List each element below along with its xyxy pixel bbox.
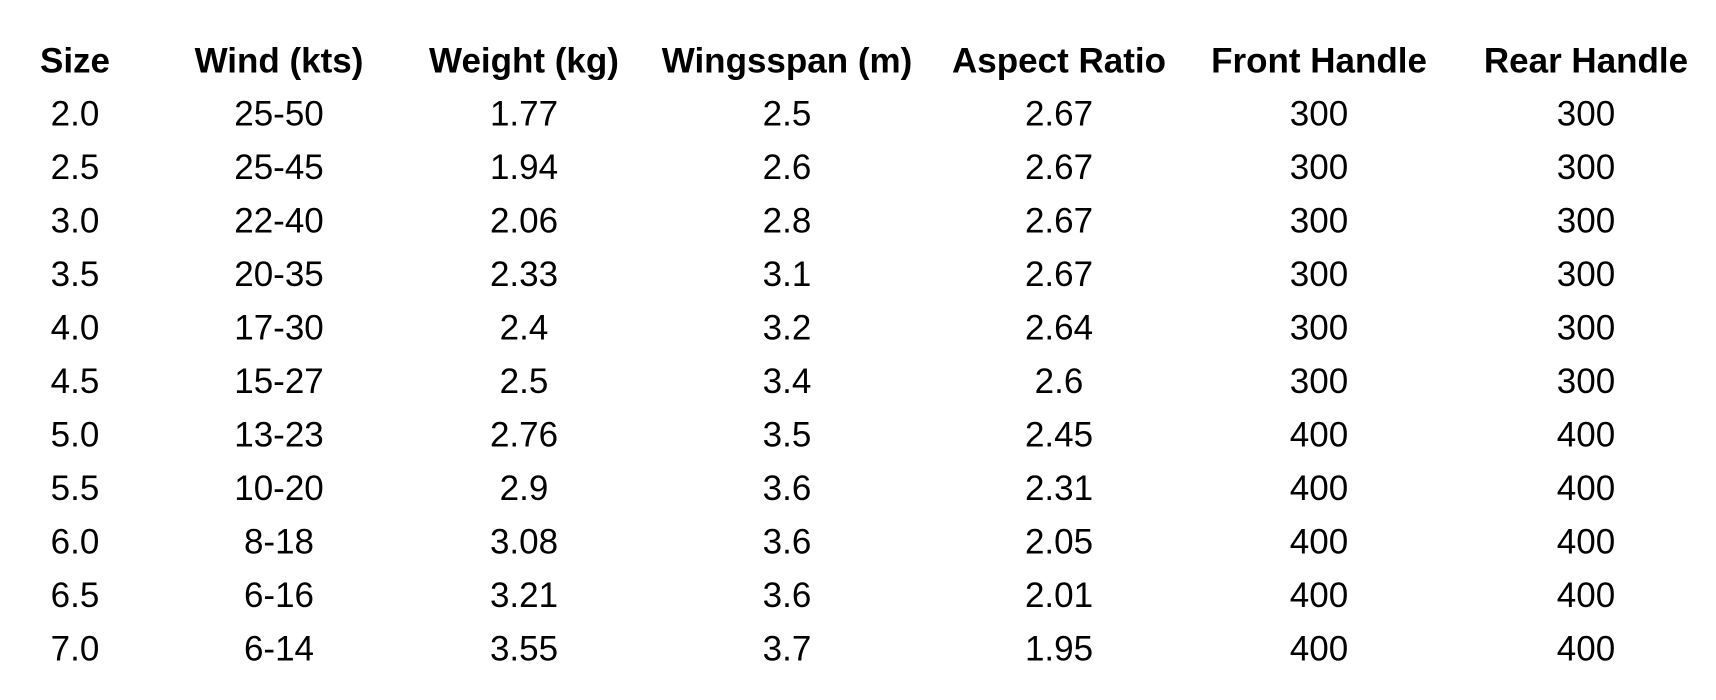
- table-cell: 2.67: [1025, 201, 1093, 240]
- table-cell: 25-45: [234, 148, 324, 187]
- table-cell: 20-35: [234, 255, 324, 294]
- table-cell: 2.6: [1035, 362, 1084, 401]
- table-cell: 3.7: [763, 629, 812, 668]
- table-cell: 2.67: [1025, 255, 1093, 294]
- table-cell: 1.77: [490, 94, 558, 133]
- table-cell: 3.5: [51, 255, 100, 294]
- table-cell: 2.6: [763, 148, 812, 187]
- table-cell: 2.06: [490, 201, 558, 240]
- table-cell: 400: [1290, 415, 1348, 454]
- table-cell: 3.6: [763, 576, 812, 615]
- table-cell: 400: [1290, 469, 1348, 508]
- table-cell: 300: [1290, 362, 1348, 401]
- table-cell: 400: [1290, 522, 1348, 561]
- table-cell: 2.01: [1025, 576, 1093, 615]
- table-cell: 300: [1557, 308, 1615, 347]
- table-cell: 6-16: [244, 576, 314, 615]
- table-cell: 3.5: [763, 415, 812, 454]
- table-cell: 2.45: [1025, 415, 1093, 454]
- table-cell: 300: [1290, 94, 1348, 133]
- table-cell: 300: [1290, 201, 1348, 240]
- column-header: Weight (kg): [429, 41, 619, 80]
- table-cell: 1.94: [490, 148, 558, 187]
- table-cell: 4.0: [51, 308, 100, 347]
- table-cell: 300: [1290, 255, 1348, 294]
- table-cell: 400: [1557, 415, 1615, 454]
- table-cell: 400: [1557, 576, 1615, 615]
- table-cell: 22-40: [234, 201, 324, 240]
- table-cell: 2.64: [1025, 308, 1093, 347]
- table-cell: 300: [1290, 308, 1348, 347]
- table-cell: 3.6: [763, 522, 812, 561]
- column-header: Front Handle: [1211, 41, 1427, 80]
- table-cell: 2.67: [1025, 148, 1093, 187]
- table-cell: 3.08: [490, 522, 558, 561]
- table-cell: 300: [1557, 94, 1615, 133]
- column-header: Rear Handle: [1484, 41, 1688, 80]
- table-cell: 300: [1290, 148, 1348, 187]
- table-cell: 2.0: [51, 94, 100, 133]
- table-cell: 1.95: [1025, 629, 1093, 668]
- table-cell: 2.4: [500, 308, 549, 347]
- table-cell: 300: [1557, 201, 1615, 240]
- table-cell: 15-27: [234, 362, 324, 401]
- table-cell: 400: [1557, 629, 1615, 668]
- table-cell: 300: [1557, 362, 1615, 401]
- table-cell: 13-23: [234, 415, 324, 454]
- table-cell: 6.0: [51, 522, 100, 561]
- table-cell: 3.2: [763, 308, 812, 347]
- table-cell: 17-30: [234, 308, 324, 347]
- table-cell: 2.76: [490, 415, 558, 454]
- table-cell: 2.5: [51, 148, 100, 187]
- table-cell: 300: [1557, 255, 1615, 294]
- table-cell: 2.05: [1025, 522, 1093, 561]
- table-cell: 2.9: [500, 469, 549, 508]
- table-cell: 3.0: [51, 201, 100, 240]
- table-cell: 5.0: [51, 415, 100, 454]
- table-cell: 400: [1290, 629, 1348, 668]
- table-cell: 2.8: [763, 201, 812, 240]
- table-cell: 400: [1557, 522, 1615, 561]
- table-cell: 2.67: [1025, 94, 1093, 133]
- table-cell: 2.5: [500, 362, 549, 401]
- table-cell: 3.21: [490, 576, 558, 615]
- table-cell: 7.0: [51, 629, 100, 668]
- column-header: Size: [40, 41, 110, 80]
- table-cell: 3.4: [763, 362, 812, 401]
- table-cell: 5.5: [51, 469, 100, 508]
- table-cell: 3.1: [763, 255, 812, 294]
- table-cell: 25-50: [234, 94, 324, 133]
- table-cell: 3.6: [763, 469, 812, 508]
- table-cell: 2.5: [763, 94, 812, 133]
- table-cell: 10-20: [234, 469, 324, 508]
- table-cell: 400: [1557, 469, 1615, 508]
- table-cell: 8-18: [244, 522, 314, 561]
- table-cell: 4.5: [51, 362, 100, 401]
- table-cell: 6.5: [51, 576, 100, 615]
- table-cell: 3.55: [490, 629, 558, 668]
- column-header: Aspect Ratio: [952, 41, 1166, 80]
- column-header: Wingsspan (m): [662, 41, 913, 80]
- table-cell: 2.33: [490, 255, 558, 294]
- table-cell: 6-14: [244, 629, 314, 668]
- table-cell: 300: [1557, 148, 1615, 187]
- column-header: Wind (kts): [195, 41, 364, 80]
- table-cell: 400: [1290, 576, 1348, 615]
- table-cell: 2.31: [1025, 469, 1093, 508]
